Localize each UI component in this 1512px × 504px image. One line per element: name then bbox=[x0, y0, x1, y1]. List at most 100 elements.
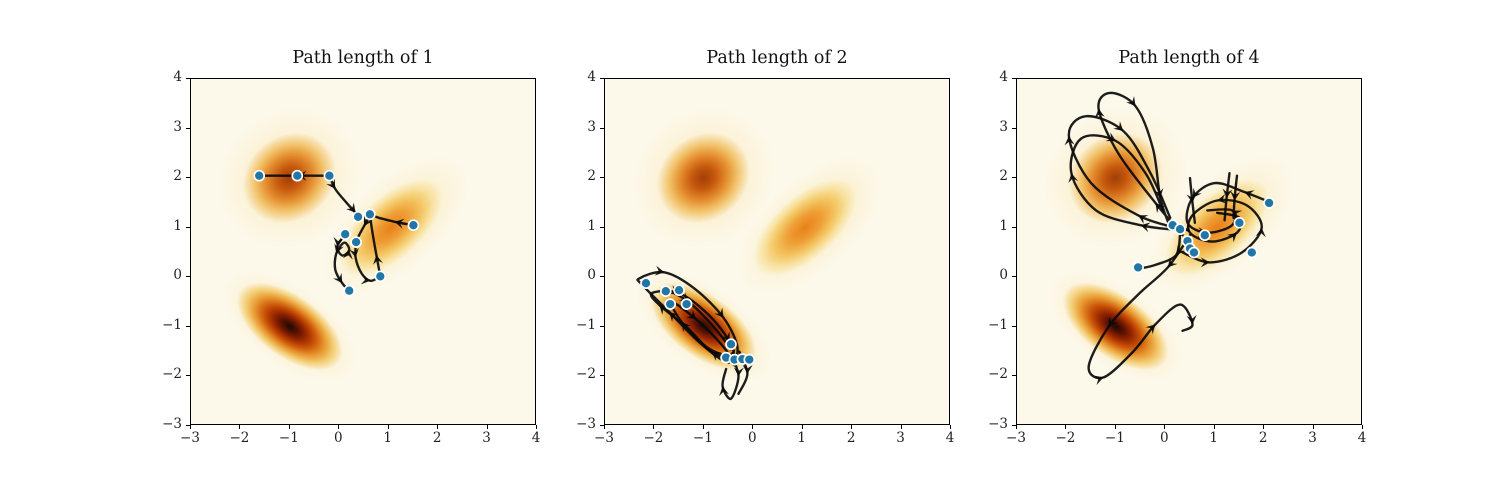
y-tick-mark bbox=[600, 226, 604, 228]
y-tick-label: −2 bbox=[988, 366, 1008, 383]
path-arrowhead-icon bbox=[333, 236, 344, 247]
y-tick-label: 2 bbox=[173, 168, 182, 185]
y-tick-label: 3 bbox=[999, 118, 1008, 135]
x-tick-label: 1 bbox=[383, 430, 392, 446]
path-arrowhead-icon bbox=[1176, 244, 1186, 255]
sample-point bbox=[725, 338, 737, 351]
path-arrowhead-icon bbox=[373, 255, 383, 265]
y-tick-mark bbox=[1012, 127, 1016, 129]
sample-point bbox=[1174, 223, 1186, 236]
x-tick-mark bbox=[536, 425, 537, 429]
path-arrowhead-icon bbox=[1255, 227, 1266, 238]
y-tick-label: −1 bbox=[988, 316, 1008, 333]
axes-area bbox=[190, 78, 536, 425]
sample-point bbox=[291, 169, 304, 182]
x-tick-label: 3 bbox=[1308, 430, 1317, 446]
path-arrowhead-icon bbox=[720, 331, 730, 342]
y-tick-label: 2 bbox=[999, 168, 1008, 185]
y-tick-label: 1 bbox=[173, 217, 182, 234]
panel-path-length-1: Path length of 1 −3 −2 −1 0 1 2 3 4 4 3 2 1 0 −1 −2 −3 bbox=[162, 48, 540, 446]
x-tick-mark bbox=[338, 425, 340, 429]
y-tick-mark bbox=[600, 177, 604, 179]
sample-point bbox=[323, 169, 336, 182]
x-tick-mark bbox=[486, 425, 488, 429]
trajectory-plot bbox=[253, 169, 420, 297]
x-tick-label: −1 bbox=[1104, 430, 1125, 446]
sample-point bbox=[253, 169, 266, 182]
y-tick-label: −3 bbox=[162, 416, 182, 432]
x-tick-label: −2 bbox=[1055, 430, 1076, 446]
trajectory-path bbox=[1067, 114, 1177, 229]
x-tick-label: 0 bbox=[333, 430, 343, 446]
panel-title: Path length of 4 bbox=[1118, 48, 1260, 68]
y-tick-mark bbox=[600, 325, 604, 327]
y-tick-mark bbox=[600, 78, 604, 79]
sample-point bbox=[680, 298, 693, 310]
axes-area bbox=[1016, 78, 1362, 425]
path-arrowhead-icon bbox=[681, 321, 692, 333]
path-arrowhead-icon bbox=[686, 309, 697, 320]
x-tick-mark bbox=[190, 425, 191, 429]
panel-title: Path length of 1 bbox=[292, 48, 434, 68]
panel-path-length-2: Path length of 2 −3 −2 −1 0 1 2 3 4 4 3 2 1 0 −1 −2 −3 bbox=[576, 48, 954, 446]
trajectory-path bbox=[1139, 231, 1182, 270]
y-tick-label: −1 bbox=[162, 316, 182, 333]
sample-point bbox=[343, 284, 356, 297]
y-tick-mark bbox=[600, 425, 604, 426]
path-arrowhead-icon bbox=[394, 218, 405, 229]
sample-point bbox=[664, 298, 677, 310]
x-tick-label: 4 bbox=[531, 430, 541, 446]
y-tick-mark bbox=[186, 78, 190, 79]
path-arrowhead-icon bbox=[1068, 173, 1079, 184]
path-arrowhead-icon bbox=[1222, 188, 1233, 198]
y-tick-label: −2 bbox=[162, 366, 182, 383]
y-tick-label: 3 bbox=[173, 118, 182, 135]
path-arrowhead-icon bbox=[349, 247, 359, 258]
x-tick-mark bbox=[387, 425, 389, 429]
x-tick-label: −2 bbox=[643, 430, 664, 446]
x-tick-label: 3 bbox=[896, 430, 905, 446]
path-arrowhead-icon bbox=[1145, 324, 1156, 335]
x-tick-mark bbox=[1164, 425, 1166, 429]
path-arrowhead-icon bbox=[363, 215, 373, 227]
y-tick-label: 0 bbox=[587, 267, 596, 284]
path-arrowhead-icon bbox=[1226, 232, 1237, 243]
x-tick-mark bbox=[1065, 425, 1067, 429]
y-tick-mark bbox=[1012, 276, 1016, 278]
y-tick-mark bbox=[600, 127, 604, 129]
trajectory-path bbox=[369, 217, 382, 278]
trajectory-path bbox=[1181, 198, 1263, 264]
path-arrowhead-icon bbox=[1094, 108, 1105, 119]
x-tick-label: −3 bbox=[594, 430, 614, 446]
sample-point bbox=[640, 277, 652, 290]
x-tick-label: −3 bbox=[180, 430, 200, 446]
y-tick-label: −2 bbox=[576, 366, 596, 383]
x-tick-mark bbox=[1213, 425, 1215, 429]
path-arrowhead-icon bbox=[1138, 215, 1149, 224]
trajectory-path bbox=[1069, 134, 1182, 232]
panel-path-length-4: Path length of 4 −3 −2 −1 0 1 2 3 4 4 3 2 1 0 −1 −2 −3 bbox=[988, 48, 1366, 446]
path-arrowhead-icon bbox=[346, 202, 356, 213]
y-tick-mark bbox=[1012, 425, 1016, 426]
path-arrowhead-icon bbox=[1064, 136, 1075, 146]
trajectory-path bbox=[649, 289, 736, 360]
path-arrowhead-icon bbox=[1230, 191, 1241, 201]
x-tick-mark bbox=[801, 425, 803, 429]
trajectory-plot bbox=[636, 265, 756, 401]
path-arrowhead-icon bbox=[1186, 193, 1197, 203]
path-arrowhead-icon bbox=[333, 272, 343, 284]
x-tick-mark bbox=[1016, 425, 1017, 429]
path-arrowhead-icon bbox=[654, 265, 665, 276]
y-tick-label: 4 bbox=[999, 69, 1008, 85]
sample-point bbox=[673, 284, 685, 297]
trajectory-plot bbox=[1064, 91, 1275, 385]
path-arrowhead-icon bbox=[719, 386, 730, 396]
x-tick-mark bbox=[851, 425, 853, 429]
x-tick-label: 4 bbox=[945, 430, 955, 446]
axes-area bbox=[604, 78, 950, 425]
x-tick-mark bbox=[604, 425, 605, 429]
y-tick-mark bbox=[186, 325, 190, 327]
sample-point bbox=[1233, 216, 1246, 229]
x-tick-label: 2 bbox=[846, 430, 856, 446]
